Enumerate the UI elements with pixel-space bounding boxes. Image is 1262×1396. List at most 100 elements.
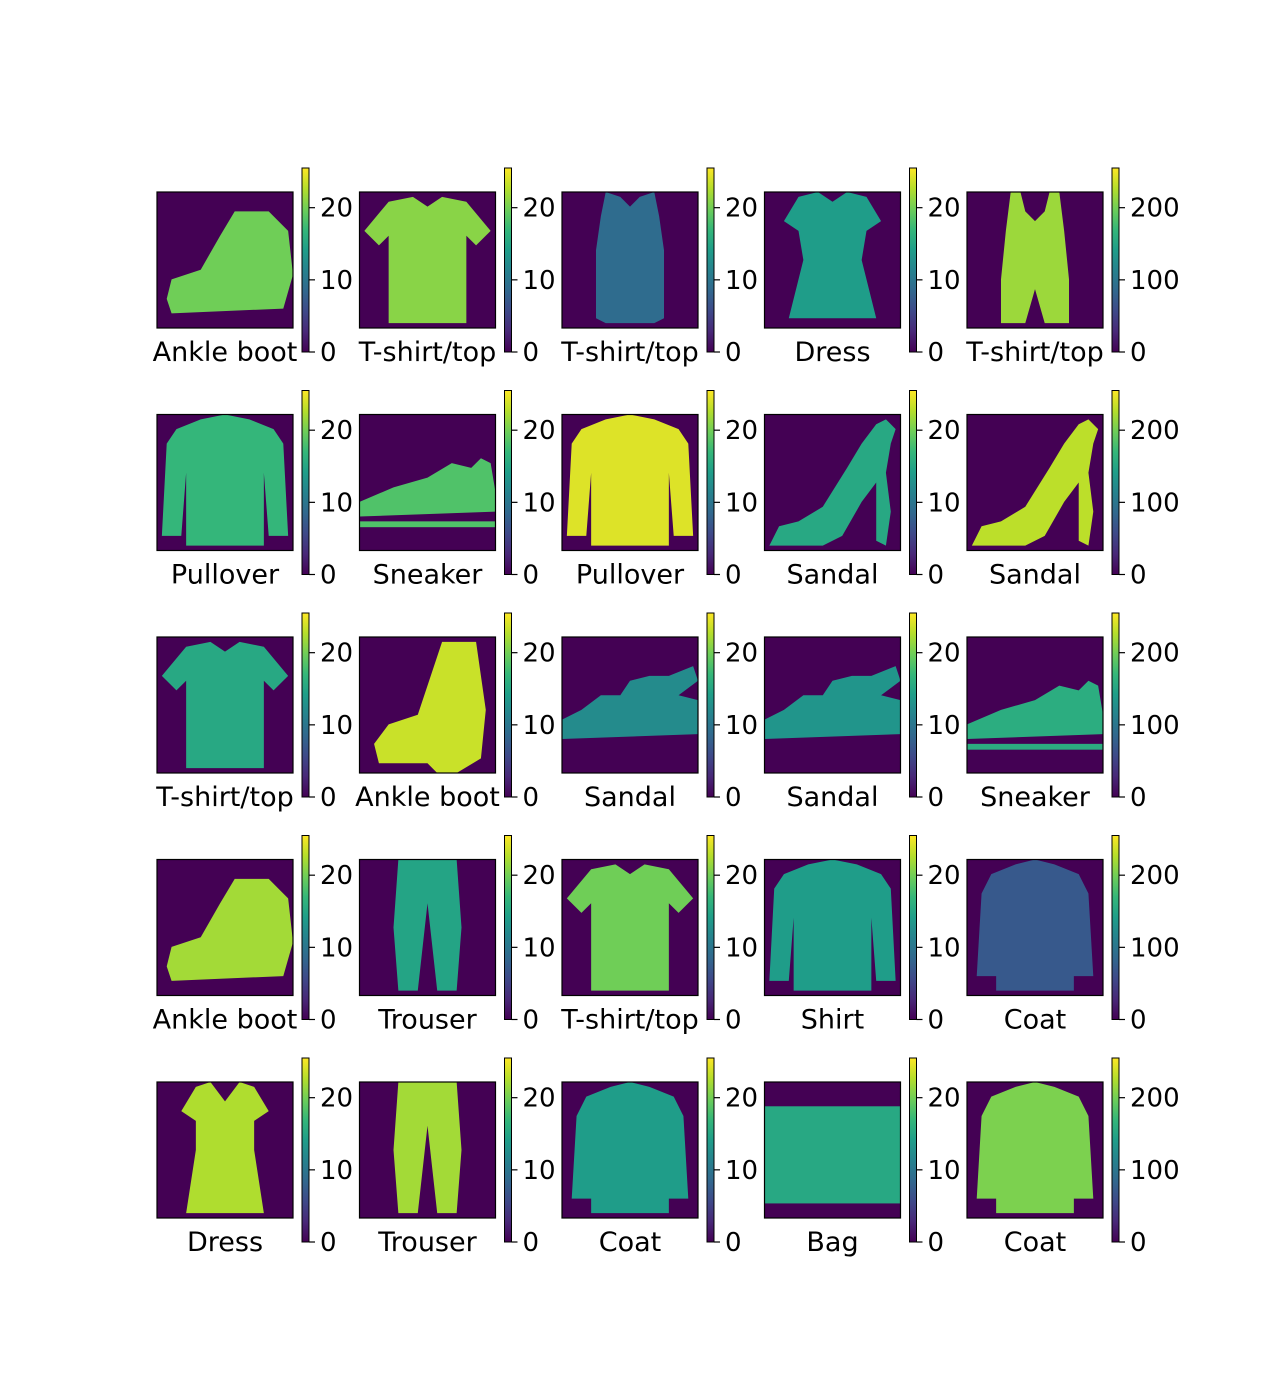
colorbar-tick-label: 200 bbox=[1130, 639, 1180, 669]
panel-16: Ankle boot 0 10 20 bbox=[153, 835, 353, 1036]
colorbar-tick-label: 20 bbox=[928, 639, 961, 669]
colorbar-tick-label: 20 bbox=[320, 194, 353, 224]
panel-frame bbox=[358, 636, 497, 774]
panel-label: Sneaker bbox=[373, 560, 484, 591]
colorbar bbox=[909, 612, 917, 798]
colorbar-tick-label: 0 bbox=[928, 561, 945, 591]
panel-label: Sandal bbox=[989, 560, 1081, 591]
colorbar-tick-label: 10 bbox=[928, 933, 961, 963]
panel-label: Dress bbox=[187, 1227, 263, 1258]
colorbar-tick-label: 20 bbox=[523, 1084, 556, 1114]
colorbar-tick-label: 100 bbox=[1130, 266, 1180, 296]
panel-9: Sandal 0 10 20 bbox=[763, 390, 961, 591]
panel-label: Sandal bbox=[787, 560, 879, 591]
colorbar-tick-label: 20 bbox=[725, 416, 758, 446]
panel-image bbox=[359, 192, 496, 328]
panel-image bbox=[764, 1082, 901, 1218]
panel-image bbox=[967, 637, 1103, 773]
panel-7: Sneaker 0 10 20 bbox=[358, 390, 556, 591]
panel-frame bbox=[156, 1081, 294, 1219]
panel-frame bbox=[763, 636, 902, 774]
panel-frame bbox=[156, 413, 294, 552]
panel-frame bbox=[358, 858, 497, 997]
panel-image bbox=[562, 1082, 698, 1218]
panel-image bbox=[157, 859, 293, 996]
colorbar-tick-label: 20 bbox=[928, 1084, 961, 1114]
panel-14: Sandal 0 10 20 bbox=[763, 612, 961, 813]
panel-frame bbox=[156, 191, 294, 329]
panel-label: Sneaker bbox=[980, 782, 1091, 813]
colorbar bbox=[504, 390, 512, 575]
panel-frame bbox=[358, 1081, 497, 1219]
colorbar-tick-label: 20 bbox=[320, 861, 353, 891]
colorbar-tick-label: 0 bbox=[725, 1006, 742, 1036]
panel-image bbox=[562, 192, 698, 328]
colorbar-tick-label: 20 bbox=[928, 861, 961, 891]
panel-label: Sandal bbox=[787, 782, 879, 813]
panel-image bbox=[157, 192, 293, 328]
panel-frame bbox=[763, 191, 902, 329]
colorbar-tick-label: 0 bbox=[320, 561, 337, 591]
panel-image bbox=[359, 637, 496, 773]
panel-label: Dress bbox=[794, 337, 870, 368]
panel-22: Trouser 0 10 20 bbox=[358, 1057, 556, 1258]
panel-frame bbox=[966, 191, 1104, 329]
colorbar-tick-label: 0 bbox=[320, 1006, 337, 1036]
panel-image bbox=[967, 1082, 1103, 1218]
panel-11: T-shirt/top 0 10 20 bbox=[155, 612, 353, 813]
colorbar-tick-label: 10 bbox=[725, 933, 758, 963]
panel-frame bbox=[966, 413, 1104, 552]
colorbar-tick-label: 20 bbox=[725, 194, 758, 224]
panel-image bbox=[967, 859, 1103, 996]
panel-10: Sandal 0 100 200 bbox=[966, 390, 1180, 591]
colorbar bbox=[301, 167, 310, 353]
colorbar-tick-label: 0 bbox=[320, 1228, 337, 1258]
colorbar-tick-label: 0 bbox=[1130, 338, 1147, 368]
panel-2: T-shirt/top 0 10 20 bbox=[358, 167, 556, 368]
colorbar-tick-label: 10 bbox=[320, 488, 353, 518]
colorbar bbox=[301, 390, 310, 575]
colorbar bbox=[909, 390, 917, 575]
panel-label: Shirt bbox=[801, 1005, 864, 1036]
colorbar bbox=[301, 835, 310, 1020]
colorbar bbox=[706, 612, 715, 798]
colorbar bbox=[1111, 390, 1120, 575]
colorbar bbox=[706, 1057, 715, 1243]
colorbar-tick-label: 10 bbox=[523, 266, 556, 296]
colorbar-tick-label: 20 bbox=[928, 416, 961, 446]
colorbar bbox=[1111, 1057, 1120, 1243]
panel-frame bbox=[763, 1081, 902, 1219]
colorbar bbox=[909, 167, 917, 353]
panel-label: Sandal bbox=[584, 782, 676, 813]
panel-frame bbox=[561, 191, 699, 329]
panel-image bbox=[764, 637, 901, 773]
panel-frame bbox=[763, 413, 902, 552]
colorbar-tick-label: 0 bbox=[1130, 561, 1147, 591]
colorbar bbox=[504, 612, 512, 798]
colorbar-tick-label: 0 bbox=[1130, 783, 1147, 813]
colorbar-tick-label: 10 bbox=[320, 933, 353, 963]
panel-4: Dress 0 10 20 bbox=[763, 167, 961, 368]
panel-18: T-shirt/top 0 10 20 bbox=[560, 835, 758, 1036]
colorbar-tick-label: 0 bbox=[928, 338, 945, 368]
colorbar-tick-label: 200 bbox=[1130, 194, 1180, 224]
panel-label: Coat bbox=[1004, 1227, 1067, 1258]
colorbar-tick-label: 10 bbox=[523, 1156, 556, 1186]
colorbar-tick-label: 20 bbox=[523, 416, 556, 446]
colorbar-tick-label: 0 bbox=[320, 338, 337, 368]
colorbar-tick-label: 0 bbox=[523, 1228, 540, 1258]
colorbar-tick-label: 0 bbox=[928, 783, 945, 813]
colorbar-tick-label: 0 bbox=[523, 1006, 540, 1036]
colorbar-tick-label: 0 bbox=[928, 1228, 945, 1258]
colorbar-tick-label: 10 bbox=[725, 711, 758, 741]
colorbar bbox=[1111, 835, 1120, 1020]
panel-image bbox=[359, 414, 496, 551]
colorbar bbox=[504, 167, 512, 353]
colorbar bbox=[1111, 167, 1120, 353]
colorbar-tick-label: 10 bbox=[928, 711, 961, 741]
panel-image bbox=[764, 859, 901, 996]
colorbar bbox=[706, 835, 715, 1020]
colorbar-tick-label: 20 bbox=[725, 639, 758, 669]
colorbar bbox=[909, 835, 917, 1020]
